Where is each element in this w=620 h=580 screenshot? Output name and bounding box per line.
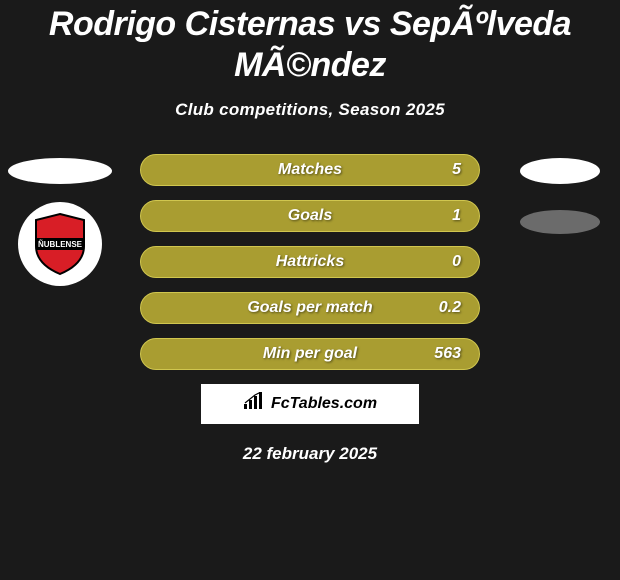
left-ellipse-1 (8, 158, 112, 184)
stat-value: 5 (452, 161, 461, 179)
stat-value: 563 (434, 345, 461, 363)
page-title: Rodrigo Cisternas vs SepÃºlveda MÃ©ndez (0, 4, 620, 86)
stat-bars: Matches 5 Goals 1 Hattricks 0 Goals per … (140, 154, 480, 370)
shield-text: ÑUBLENSE (38, 240, 83, 249)
footer-date: 22 february 2025 (0, 444, 620, 464)
subtitle: Club competitions, Season 2025 (0, 100, 620, 120)
stat-bar-matches: Matches 5 (140, 154, 480, 186)
stat-label: Hattricks (276, 253, 344, 271)
club-logo: ÑUBLENSE (18, 202, 102, 286)
stat-label: Matches (278, 161, 342, 179)
brand-box: FcTables.com (201, 384, 419, 424)
right-column (520, 154, 600, 234)
stat-value: 0 (452, 253, 461, 271)
stat-label: Min per goal (263, 345, 357, 363)
stat-bar-hattricks: Hattricks 0 (140, 246, 480, 278)
brand-text: FcTables.com (271, 395, 377, 413)
left-column: ÑUBLENSE (8, 154, 112, 286)
content-row: ÑUBLENSE Matches 5 Goals 1 Hattricks 0 G… (0, 154, 620, 370)
stat-value: 1 (452, 207, 461, 225)
stat-bar-goals-per-match: Goals per match 0.2 (140, 292, 480, 324)
stat-label: Goals per match (247, 299, 372, 317)
chart-icon (243, 392, 265, 415)
stat-bar-min-per-goal: Min per goal 563 (140, 338, 480, 370)
stat-bar-goals: Goals 1 (140, 200, 480, 232)
shield-icon: ÑUBLENSE (30, 212, 90, 276)
stat-value: 0.2 (439, 299, 461, 317)
right-ellipse-2 (520, 210, 600, 234)
stat-label: Goals (288, 207, 332, 225)
right-ellipse-1 (520, 158, 600, 184)
